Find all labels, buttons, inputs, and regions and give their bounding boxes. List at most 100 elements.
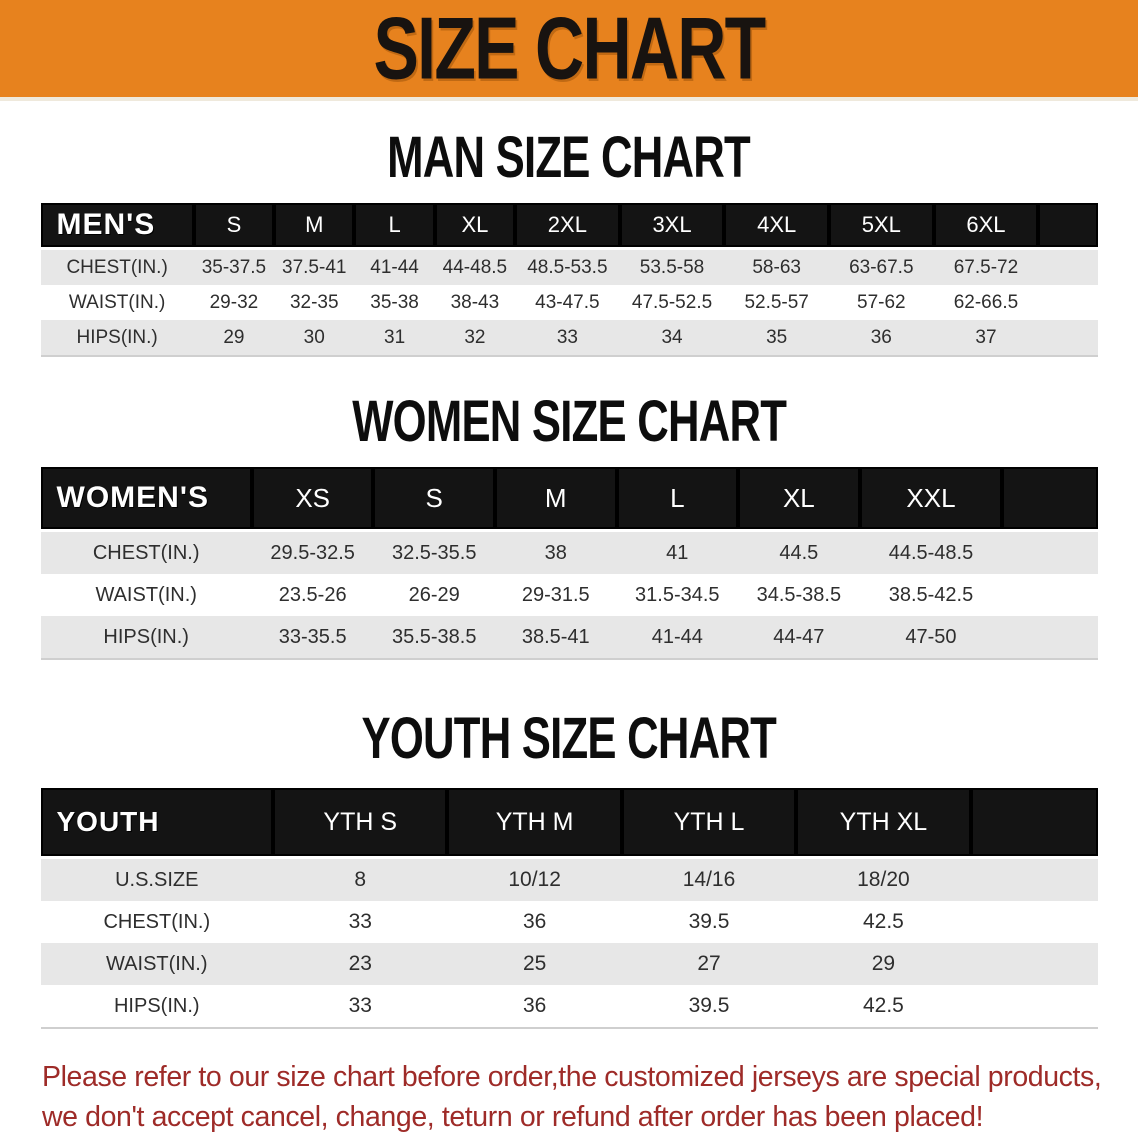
size-value: 52.5-57 — [744, 291, 809, 313]
size-value: 10/12 — [447, 856, 622, 901]
row-label: HIPS(IN.) — [113, 994, 200, 1017]
size-value: 35.5-38.5 — [391, 625, 477, 648]
size-value: 25 — [522, 952, 547, 975]
footer-disclaimer-line2: we don't accept cancel, change, teturn o… — [42, 1101, 984, 1132]
women-corner-label: WOMEN'S — [40, 467, 252, 531]
youth-size-col: YTH S — [273, 788, 448, 858]
youth-size-col: YTH M — [447, 788, 622, 858]
size-value: 38.5-42.5 — [888, 583, 974, 606]
size-value: 33 — [348, 910, 372, 933]
youth-header-pad — [970, 788, 1098, 858]
row-label: HIPS(IN.) — [103, 625, 189, 648]
size-value: 27 — [697, 952, 721, 975]
row-pad — [1038, 285, 1097, 320]
size-value: 29-31.5 — [521, 583, 590, 606]
size-value: 38-43 — [450, 291, 500, 313]
size-value: 31 — [384, 326, 406, 348]
size-value: 32 — [464, 326, 486, 348]
women-chest-row: CHEST(IN.) 29.5-32.5 32.5-35.5 38 41 44.… — [40, 529, 1098, 574]
men-corner-label: MEN'S — [40, 203, 194, 249]
men-waist-row: WAIST(IN.) 29-32 32-35 35-38 38-43 43-47… — [40, 285, 1098, 320]
size-value: 29 — [223, 326, 245, 348]
row-pad — [971, 901, 1098, 943]
size-value: 23.5-26 — [278, 583, 347, 606]
size-value: 36 — [522, 910, 547, 933]
men-size-col: S — [193, 203, 275, 249]
size-value: 42.5 — [862, 994, 904, 1017]
row-pad — [1002, 529, 1098, 574]
size-value: 18/20 — [796, 856, 971, 901]
size-value: 39.5 — [688, 910, 730, 933]
size-value: 23 — [348, 952, 372, 975]
size-value: 44.5-48.5 — [859, 529, 1003, 574]
youth-section-title: YOUTH SIZE CHART — [0, 704, 1138, 771]
women-table-wrap: WOMEN'S XS S M L XL XXL CHEST(IN.) 29.5-… — [0, 467, 1138, 660]
men-size-col: 5XL — [828, 203, 934, 249]
row-label: U.S.SIZE — [40, 856, 274, 901]
size-value: 41-44 — [354, 247, 435, 285]
men-size-col: L — [354, 203, 435, 249]
women-header-row: WOMEN'S XS S M L XL XXL — [40, 467, 1098, 531]
size-value: 62-66.5 — [953, 291, 1019, 313]
women-size-col: XL — [738, 467, 860, 531]
size-value: 58-63 — [724, 247, 829, 285]
men-section-title: MAN SIZE CHART — [0, 127, 1138, 186]
size-value: 43-47.5 — [535, 291, 600, 313]
women-size-col: XXL — [859, 467, 1003, 531]
size-value: 39.5 — [688, 994, 730, 1017]
size-value: 36 — [870, 326, 892, 348]
youth-table-wrap: YOUTH YTH S YTH M YTH L YTH XL U.S.SIZE … — [0, 788, 1138, 1029]
size-value: 37 — [975, 326, 997, 348]
size-value: 47.5-52.5 — [631, 291, 713, 313]
women-size-table: WOMEN'S XS S M L XL XXL CHEST(IN.) 29.5-… — [40, 467, 1098, 660]
men-size-col: 3XL — [619, 203, 725, 249]
row-pad — [971, 985, 1098, 1028]
men-header-row: MEN'S S M L XL 2XL 3XL 4XL 5XL 6XL — [40, 203, 1098, 249]
size-value: 29 — [871, 952, 896, 975]
women-section-title: WOMEN SIZE CHART — [0, 387, 1138, 454]
row-label: HIPS(IN.) — [76, 326, 158, 348]
size-value: 47-50 — [905, 625, 957, 648]
youth-size-table: YOUTH YTH S YTH M YTH L YTH XL U.S.SIZE … — [40, 788, 1098, 1029]
women-hips-row: HIPS(IN.) 33-35.5 35.5-38.5 38.5-41 41-4… — [40, 616, 1098, 659]
row-pad — [1002, 616, 1097, 659]
men-chest-row: CHEST(IN.) 35-37.5 37.5-41 41-44 44-48.5… — [40, 247, 1098, 285]
size-value: 41-44 — [651, 625, 703, 648]
row-label: WAIST(IN.) — [68, 291, 166, 313]
men-table-wrap: MEN'S S M L XL 2XL 3XL 4XL 5XL 6XL CHEST… — [0, 203, 1138, 357]
banner: SIZE CHART — [0, 0, 1138, 101]
size-value: 31.5-34.5 — [635, 583, 720, 606]
size-value: 41 — [616, 529, 739, 574]
row-label: CHEST(IN.) — [40, 529, 252, 574]
row-label: WAIST(IN.) — [106, 952, 208, 975]
row-pad — [1038, 247, 1098, 285]
men-size-col: 4XL — [724, 203, 829, 249]
size-value: 48.5-53.5 — [515, 247, 620, 285]
size-value: 53.5-58 — [619, 247, 725, 285]
size-value: 32.5-35.5 — [373, 529, 495, 574]
youth-section-title-text: YOUTH SIZE CHART — [361, 704, 777, 771]
footer-disclaimer: Please refer to our size chart before or… — [42, 1057, 1138, 1132]
size-value: 33 — [348, 994, 372, 1017]
size-value: 36 — [522, 994, 547, 1017]
men-size-col: M — [274, 203, 355, 249]
youth-header-row: YOUTH YTH S YTH M YTH L YTH XL — [40, 788, 1098, 858]
size-value: 42.5 — [862, 910, 904, 933]
size-value: 57-62 — [857, 291, 906, 313]
women-size-col: L — [616, 467, 739, 531]
row-pad — [1038, 320, 1097, 356]
women-section-title-text: WOMEN SIZE CHART — [351, 387, 787, 454]
size-value: 33 — [556, 326, 578, 348]
youth-corner-label: YOUTH — [40, 788, 274, 858]
men-size-col: XL — [434, 203, 516, 249]
row-pad — [1002, 574, 1097, 616]
youth-hips-row: HIPS(IN.) 33 36 39.5 42.5 — [40, 985, 1098, 1028]
youth-chest-row: CHEST(IN.) 33 36 39.5 42.5 — [40, 901, 1098, 943]
youth-size-col: YTH L — [621, 788, 797, 858]
row-label: CHEST(IN.) — [103, 910, 211, 933]
size-value: 38.5-41 — [521, 625, 590, 648]
size-value: 67.5-72 — [933, 247, 1039, 285]
size-value: 35 — [766, 326, 788, 348]
men-size-col: 6XL — [933, 203, 1039, 249]
size-value: 38 — [494, 529, 617, 574]
